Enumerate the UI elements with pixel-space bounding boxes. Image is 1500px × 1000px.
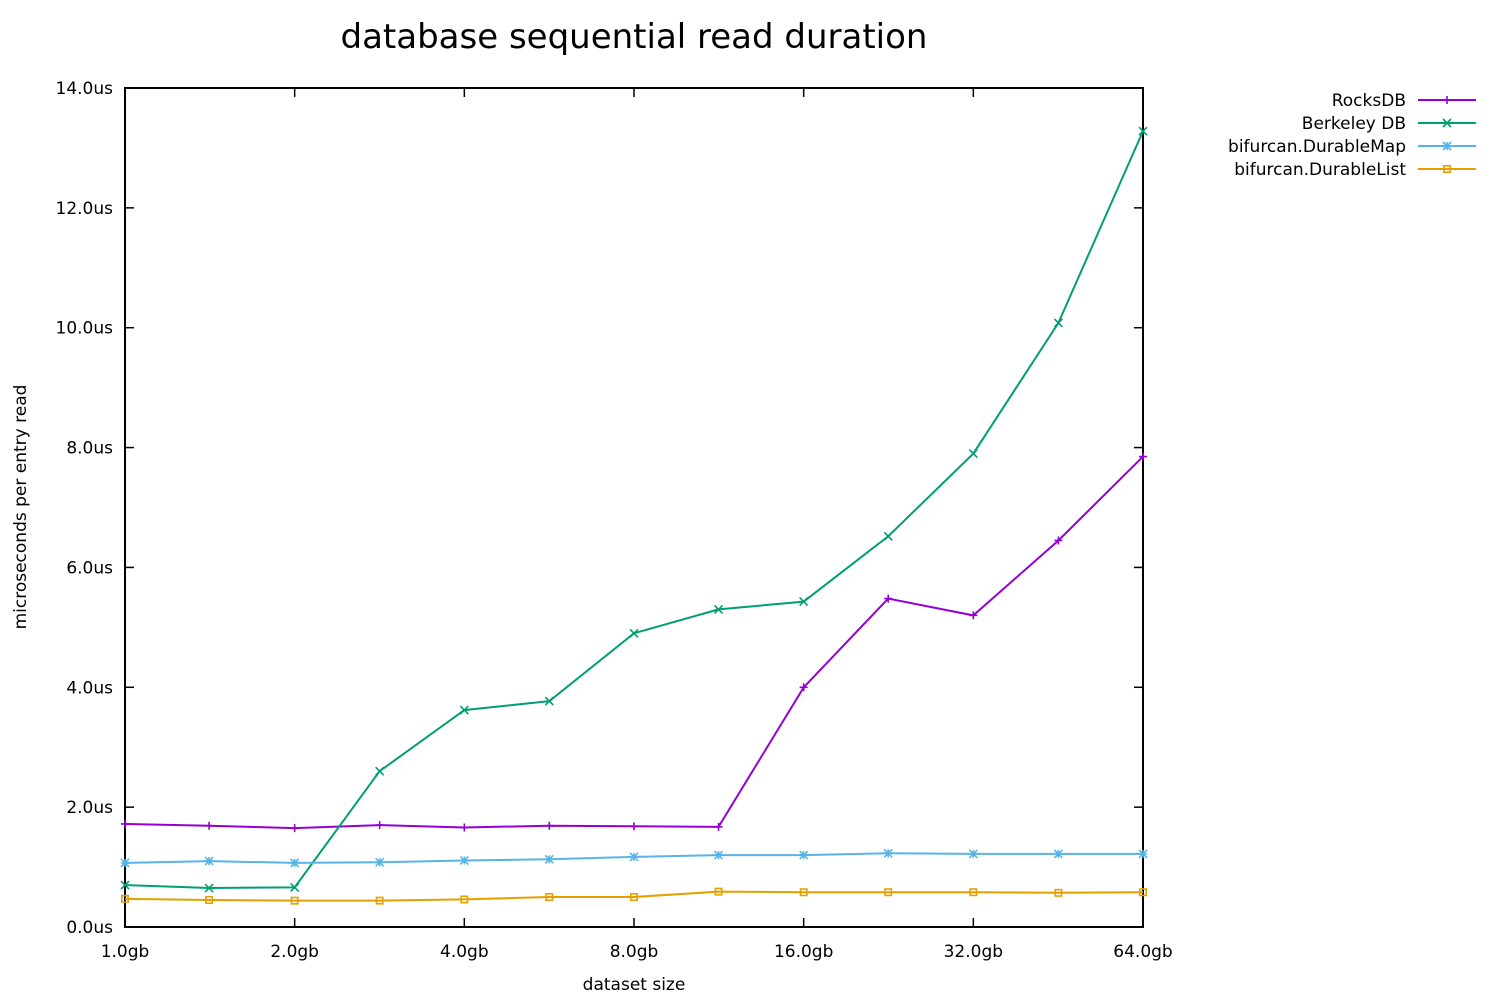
series-bifurcan-durablelist: [121, 887, 1148, 905]
y-tick-label: 8.0us: [66, 439, 113, 459]
data-point: [1442, 118, 1452, 128]
y-tick-label: 0.0us: [66, 918, 113, 938]
legend-label: Berkeley DB: [1302, 114, 1406, 134]
y-tick-label: 10.0us: [56, 319, 114, 339]
data-point: [290, 882, 300, 893]
y-tick-label: 4.0us: [66, 678, 113, 698]
x-axis-label: dataset size: [583, 975, 686, 995]
chart-title: database sequential read duration: [341, 17, 928, 57]
data-point: [545, 893, 554, 902]
data-point: [290, 896, 299, 905]
data-point: [1139, 452, 1147, 461]
data-point: [1139, 888, 1148, 897]
data-point: [1054, 888, 1063, 897]
data-point: [629, 852, 639, 862]
data-point: [629, 628, 639, 638]
data-point: [544, 854, 554, 864]
data-point: [1138, 849, 1148, 859]
y-axis-label: microseconds per entry read: [11, 385, 31, 630]
data-point: [969, 888, 978, 897]
data-point: [713, 850, 724, 860]
data-point: [121, 894, 130, 903]
data-point: [204, 856, 214, 866]
series-berkeley-db: [120, 126, 1148, 893]
data-point: [375, 821, 384, 830]
data-point: [375, 766, 385, 776]
data-point: [1054, 536, 1063, 545]
x-tick-label: 8.0gb: [610, 942, 659, 962]
series-line: [124, 455, 1144, 830]
data-point: [545, 821, 554, 830]
data-point: [290, 858, 300, 868]
data-point: [290, 824, 299, 833]
data-point: [460, 895, 469, 904]
data-point: [714, 822, 723, 831]
data-point: [460, 823, 469, 832]
data-point: [375, 896, 384, 905]
data-point: [883, 531, 893, 541]
data-point: [1442, 141, 1452, 151]
legend-label: bifurcan.DurableList: [1234, 160, 1406, 180]
x-tick-label: 64.0gb: [1113, 942, 1172, 962]
data-point: [544, 696, 554, 706]
series-group: [120, 126, 1148, 905]
data-point: [459, 855, 469, 866]
series-bifurcan-durablemap: [120, 848, 1148, 868]
data-point: [714, 887, 723, 896]
y-tick-label: 14.0us: [56, 79, 114, 99]
data-point: [121, 819, 129, 828]
data-point: [1138, 126, 1148, 136]
data-point: [630, 822, 638, 831]
x-tick-label: 16.0gb: [774, 942, 833, 962]
data-point: [205, 896, 214, 905]
axis-ticks: 0.0us 2.0us 4.0us 6.0us 8.0us 10.0us 12.0us 14.…: [56, 79, 1173, 962]
x-tick-label: 4.0gb: [440, 942, 489, 962]
y-tick-label: 2.0us: [66, 798, 113, 818]
data-point: [713, 604, 724, 614]
data-point: [459, 705, 469, 715]
data-point: [969, 611, 978, 620]
data-point: [884, 888, 893, 897]
legend-label: RocksDB: [1332, 91, 1406, 111]
x-tick-label: 2.0gb: [270, 942, 319, 962]
data-point: [799, 850, 809, 860]
legend-label: bifurcan.DurableMap: [1228, 137, 1406, 157]
data-point: [629, 893, 638, 902]
legend: RocksDB Berkeley DB bifurcan.DurableMap bif…: [1228, 91, 1476, 180]
data-point: [1053, 849, 1063, 859]
series-line: [124, 890, 1144, 902]
data-point: [968, 448, 978, 459]
series-line: [124, 130, 1144, 890]
data-point: [205, 821, 214, 830]
plot-frame: [124, 87, 1144, 928]
y-tick-label: 12.0us: [56, 199, 114, 219]
x-tick-label: 1.0gb: [101, 942, 150, 962]
data-point: [883, 848, 893, 858]
data-point: [375, 857, 385, 867]
data-point: [204, 883, 214, 893]
x-tick-label: 32.0gb: [944, 942, 1003, 962]
data-point: [884, 594, 893, 603]
data-point: [120, 858, 130, 868]
data-point: [1053, 318, 1063, 328]
data-point: [1443, 96, 1451, 104]
data-point: [120, 880, 130, 890]
y-tick-label: 6.0us: [66, 558, 113, 578]
series-rocksdb: [121, 452, 1147, 833]
data-point: [1443, 165, 1452, 174]
data-point: [799, 683, 808, 692]
data-point: [799, 888, 808, 897]
data-point: [968, 849, 978, 859]
data-point: [799, 597, 809, 607]
